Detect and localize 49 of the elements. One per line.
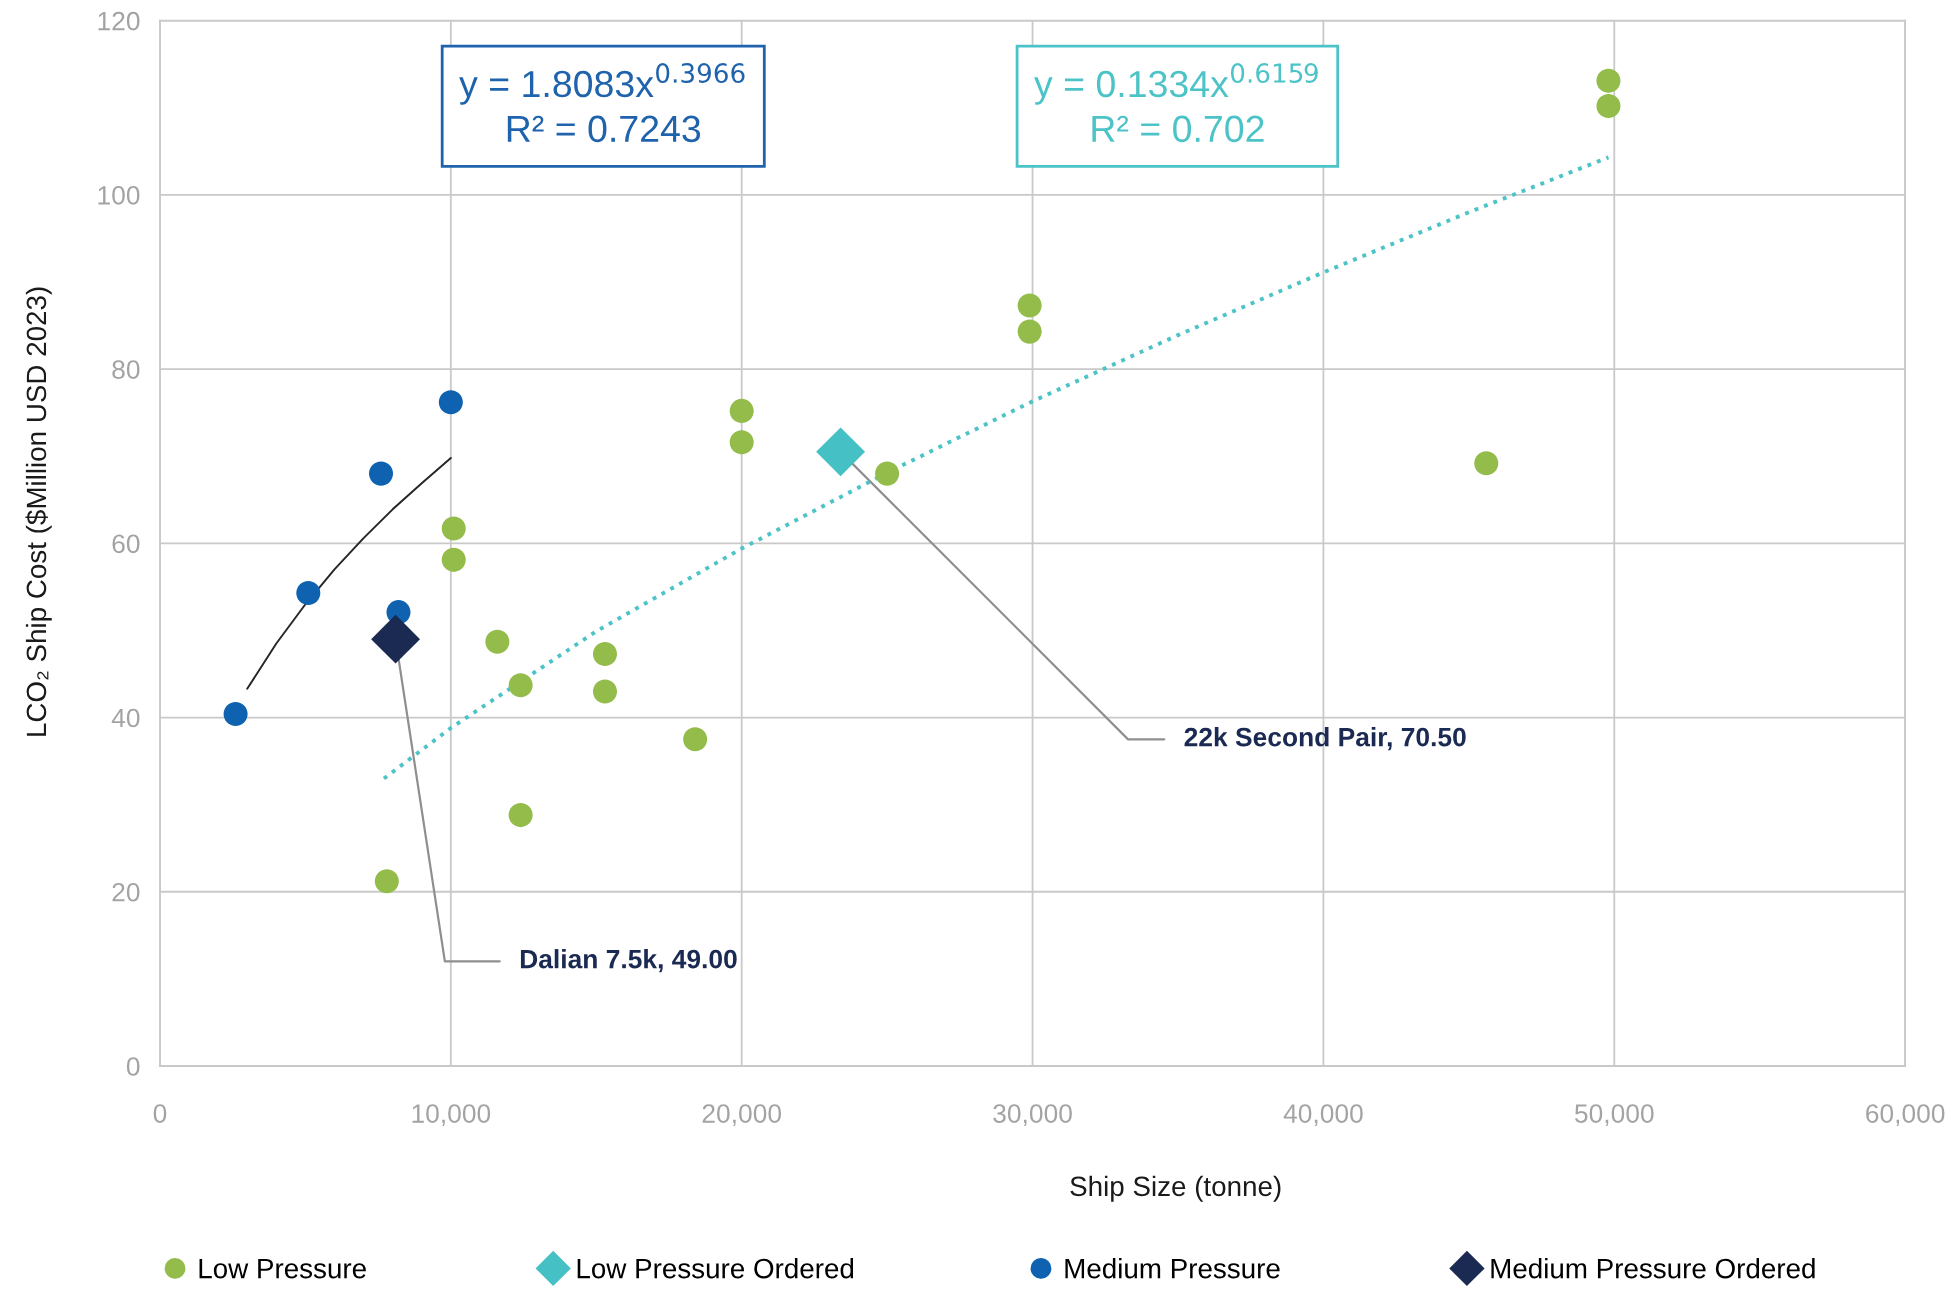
y-axis-title: LCO₂ Ship Cost ($Million USD 2023) xyxy=(25,287,52,736)
point xyxy=(438,390,463,415)
annotation: Dalian 7.5k, 49.00 xyxy=(520,949,737,973)
text: y = 1.8083x$^{0.3966}$ R² = 0.7243 xyxy=(459,63,745,143)
point xyxy=(1017,293,1042,318)
x-tick-label: 20,000 xyxy=(702,1104,782,1126)
annotation: 22k Second Pair, 70.50 xyxy=(1184,727,1466,751)
x-axis-title: Ship Size (tonne) xyxy=(1070,1175,1281,1202)
point xyxy=(508,673,533,698)
point xyxy=(374,869,399,894)
point xyxy=(223,702,248,727)
y-tick-label: 0 xyxy=(126,1057,140,1076)
point xyxy=(875,461,900,486)
point xyxy=(1474,451,1499,476)
y-tick-label: 80 xyxy=(112,360,140,379)
point xyxy=(1017,319,1042,344)
point xyxy=(485,629,510,654)
line-series xyxy=(381,155,1611,781)
x-tick-label: 50,000 xyxy=(1574,1104,1654,1126)
legend-label: Low Pressure xyxy=(199,1259,366,1279)
y-tick-label: 60 xyxy=(112,534,140,554)
point xyxy=(592,641,618,666)
point xyxy=(729,398,754,423)
x-tick-label: 40,000 xyxy=(1283,1104,1363,1126)
y-tick-label: 100 xyxy=(98,185,140,205)
point xyxy=(508,803,533,828)
point xyxy=(296,580,321,605)
x-tick-label: 10,000 xyxy=(412,1104,491,1126)
point xyxy=(729,430,754,455)
point xyxy=(683,727,708,752)
point xyxy=(371,614,421,664)
point xyxy=(816,427,866,477)
point xyxy=(368,461,394,486)
line-series xyxy=(246,456,452,690)
y-tick-label: 120 xyxy=(98,11,140,31)
point xyxy=(441,547,466,572)
point xyxy=(1596,93,1621,119)
legend-label: Medium Pressure xyxy=(1065,1258,1280,1279)
legend-label: Medium Pressure Ordered xyxy=(1491,1258,1815,1279)
x-tick-label: 0 xyxy=(153,1104,167,1123)
point xyxy=(441,516,466,541)
point xyxy=(1596,68,1621,93)
x-tick-label: 30,000 xyxy=(993,1104,1072,1126)
x-tick-label: 60,000 xyxy=(1866,1104,1945,1126)
y-tick-label: 40 xyxy=(111,708,140,728)
legend-label: Low Pressure Ordered xyxy=(577,1258,854,1279)
text: y = 0.1334x$^{0.6159}$ R² = 0.702 xyxy=(1034,63,1318,143)
point xyxy=(592,679,618,704)
y-tick-label: 20 xyxy=(112,882,140,902)
